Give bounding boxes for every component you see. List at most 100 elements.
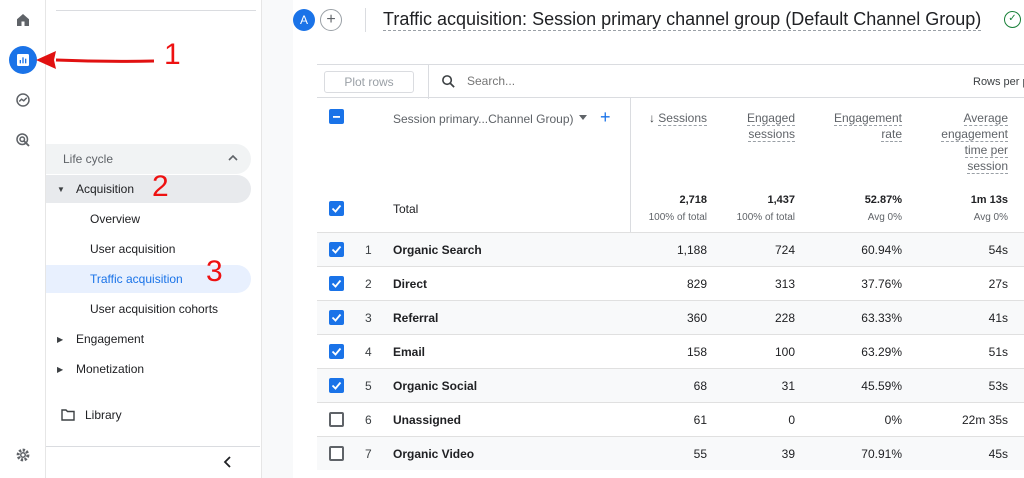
dimension-header[interactable]: Session primary...Channel Group) [393, 112, 574, 126]
chevron-up-icon[interactable] [227, 152, 239, 164]
search-input[interactable] [467, 74, 667, 88]
row-sessions: 55 [693, 447, 707, 461]
add-comparison-button[interactable]: + [320, 9, 342, 31]
row-engaged: 31 [781, 379, 795, 393]
caret-right-icon: ▶ [57, 365, 64, 374]
row-channel-name[interactable]: Organic Search [393, 243, 482, 257]
total-checkbox[interactable] [329, 201, 344, 216]
row-rate: 45.59% [861, 379, 902, 393]
gutter [261, 0, 293, 478]
table-row[interactable]: 7 Organic Video 55 39 70.91% 45s [317, 436, 1024, 470]
row-checkbox[interactable] [329, 242, 344, 257]
row-channel-name[interactable]: Direct [393, 277, 428, 291]
nav-item-traffic-acquisition[interactable]: Traffic acquisition [90, 272, 183, 286]
row-rate: 70.91% [861, 447, 902, 461]
dropdown-arrow-icon[interactable] [579, 115, 587, 121]
annotation-1: 1 [164, 38, 181, 71]
row-engaged: 39 [781, 447, 795, 461]
divider [365, 8, 366, 32]
nav-active-highlight [46, 265, 251, 293]
row-time: 22m 35s [961, 413, 1008, 427]
nav-item-overview[interactable]: Overview [90, 212, 141, 226]
total-label: Total [393, 202, 419, 216]
nav-acquisition[interactable] [46, 175, 251, 203]
nav-library[interactable]: Library [85, 408, 122, 422]
col-header-avg-engagement-time[interactable]: Average engagement time per session [941, 111, 1008, 174]
row-checkbox[interactable] [329, 344, 344, 359]
page-title[interactable]: Traffic acquisition: Session primary cha… [383, 9, 982, 31]
check-circle-icon[interactable]: ✓ [1004, 11, 1021, 28]
row-number: 4 [365, 345, 372, 359]
home-icon[interactable] [9, 6, 37, 34]
divider [630, 98, 631, 232]
icon-rail [0, 0, 46, 478]
row-rate: 63.33% [861, 311, 902, 325]
caret-down-icon: ▼ [57, 185, 65, 194]
row-channel-name[interactable]: Unassigned [393, 413, 462, 427]
reports-sidebar: Life cycle ▼ Acquisition Overview User a… [46, 0, 261, 478]
chevron-left-icon[interactable] [222, 455, 234, 469]
row-engaged: 100 [774, 345, 795, 359]
plot-rows-button[interactable]: Plot rows [324, 71, 414, 93]
explore-icon[interactable] [9, 86, 37, 114]
lifecycle-section-header[interactable]: Life cycle [46, 144, 251, 174]
row-engaged: 228 [774, 311, 795, 325]
comparison-avatar[interactable]: A [293, 9, 315, 31]
nav-acquisition-label[interactable]: Acquisition [76, 182, 135, 196]
row-sessions: 1,188 [676, 243, 707, 257]
row-time: 41s [988, 311, 1008, 325]
row-number: 3 [365, 311, 372, 325]
divider [46, 446, 260, 447]
table-row[interactable]: 6 Unassigned 61 0 0% 22m 35s [317, 402, 1024, 436]
table-row[interactable]: 5 Organic Social 68 31 45.59% 53s [317, 368, 1024, 402]
row-channel-name[interactable]: Organic Social [393, 379, 478, 393]
table-row[interactable]: 4 Email 158 100 63.29% 51s [317, 334, 1024, 368]
rows-per-page-label: Rows per p [973, 76, 1024, 88]
row-rate: 37.76% [861, 277, 902, 291]
row-checkbox[interactable] [329, 412, 344, 427]
advertising-icon[interactable] [9, 126, 37, 154]
col-header-engagement-rate[interactable]: Engagement rate [833, 111, 902, 142]
row-number: 7 [365, 447, 372, 461]
total-time: 1m 13s [970, 194, 1008, 206]
row-checkbox[interactable] [329, 276, 344, 291]
row-channel-name[interactable]: Email [393, 345, 426, 359]
col-header-sessions[interactable]: ↓ Sessions [648, 111, 707, 126]
caret-right-icon: ▶ [57, 335, 64, 344]
table-toolbar: Plot rows Rows per p [317, 64, 1024, 99]
total-rate-sub: Avg 0% [867, 212, 902, 223]
total-engaged: 1,437 [767, 194, 795, 206]
row-checkbox[interactable] [329, 378, 344, 393]
row-sessions: 829 [686, 277, 707, 291]
row-channel-name[interactable]: Referral [393, 311, 439, 325]
table-row[interactable]: 2 Direct 829 313 37.76% 27s [317, 266, 1024, 300]
annotation-arrow-icon [36, 51, 155, 69]
nav-monetization[interactable]: Monetization [76, 362, 145, 376]
nav-item-user-acquisition[interactable]: User acquisition [90, 242, 176, 256]
search-icon [442, 75, 455, 88]
row-checkbox[interactable] [329, 446, 344, 461]
select-all-checkbox[interactable] [329, 109, 344, 124]
report-header: A + Traffic acquisition: Session primary… [293, 0, 1024, 42]
section-label: Life cycle [63, 152, 114, 166]
table-row[interactable]: 1 Organic Search 1,188 724 60.94% 54s [317, 232, 1024, 266]
row-sessions: 68 [693, 379, 707, 393]
row-number: 1 [365, 243, 372, 257]
row-time: 51s [988, 345, 1008, 359]
row-number: 5 [365, 379, 372, 393]
row-rate: 60.94% [861, 243, 902, 257]
row-channel-name[interactable]: Organic Video [393, 447, 475, 461]
sort-desc-icon: ↓ [648, 111, 655, 125]
nav-item-user-acquisition-cohorts[interactable]: User acquisition cohorts [90, 302, 219, 316]
table-row[interactable]: 3 Referral 360 228 63.33% 41s [317, 300, 1024, 334]
col-header-engaged-sessions[interactable]: Engaged sessions [746, 111, 795, 142]
settings-icon[interactable] [9, 441, 37, 469]
report-table: Plot rows Rows per p Session primary...C… [317, 64, 1024, 478]
row-time: 27s [988, 277, 1008, 291]
row-checkbox[interactable] [329, 310, 344, 325]
reports-icon[interactable] [9, 46, 37, 74]
row-sessions: 158 [686, 345, 707, 359]
add-dimension-button[interactable]: + [600, 107, 611, 127]
nav-engagement[interactable]: Engagement [76, 332, 145, 346]
annotation-3: 3 [206, 255, 223, 288]
